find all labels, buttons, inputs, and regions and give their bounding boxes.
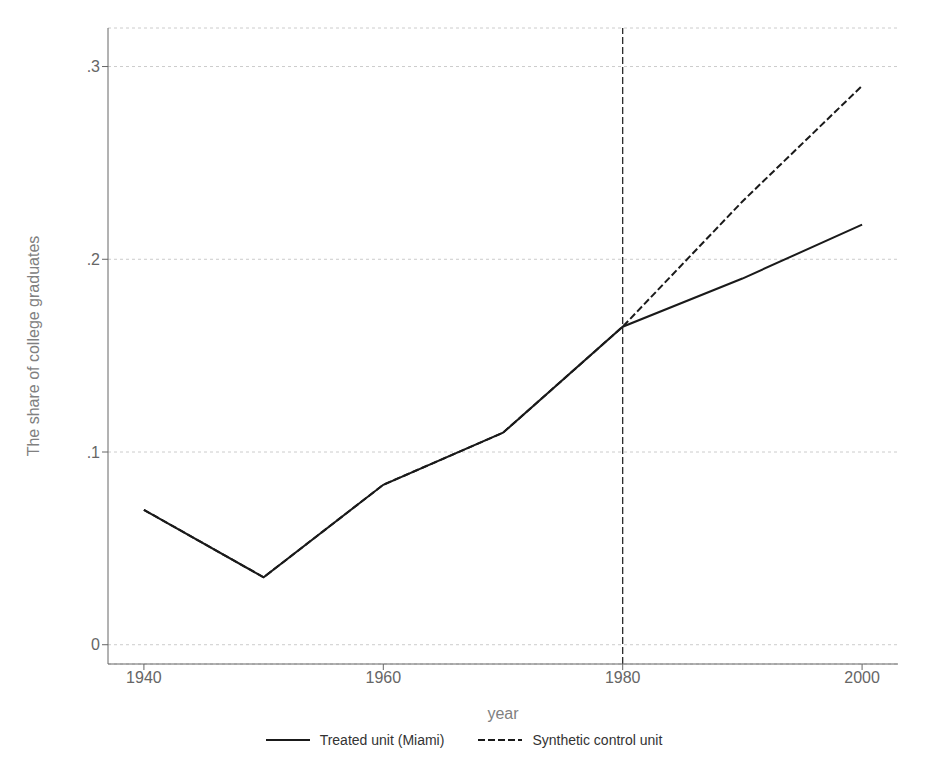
html-text:Synthetic control unit: Synthetic control unit [532, 732, 663, 748]
svg-text:year: year [487, 705, 519, 722]
svg-text:.2: .2 [87, 251, 100, 268]
svg-text:The share of college graduates: The share of college graduates [25, 236, 42, 457]
svg-text:1940: 1940 [126, 669, 162, 686]
svg-text:.1: .1 [87, 444, 100, 461]
svg-text:2000: 2000 [844, 669, 880, 686]
svg-text:1980: 1980 [605, 669, 641, 686]
svg-text:1960: 1960 [366, 669, 402, 686]
svg-text:.3: .3 [87, 58, 100, 75]
html-text:Treated unit (Miami): Treated unit (Miami) [319, 732, 445, 748]
svg-text:0: 0 [91, 636, 100, 653]
